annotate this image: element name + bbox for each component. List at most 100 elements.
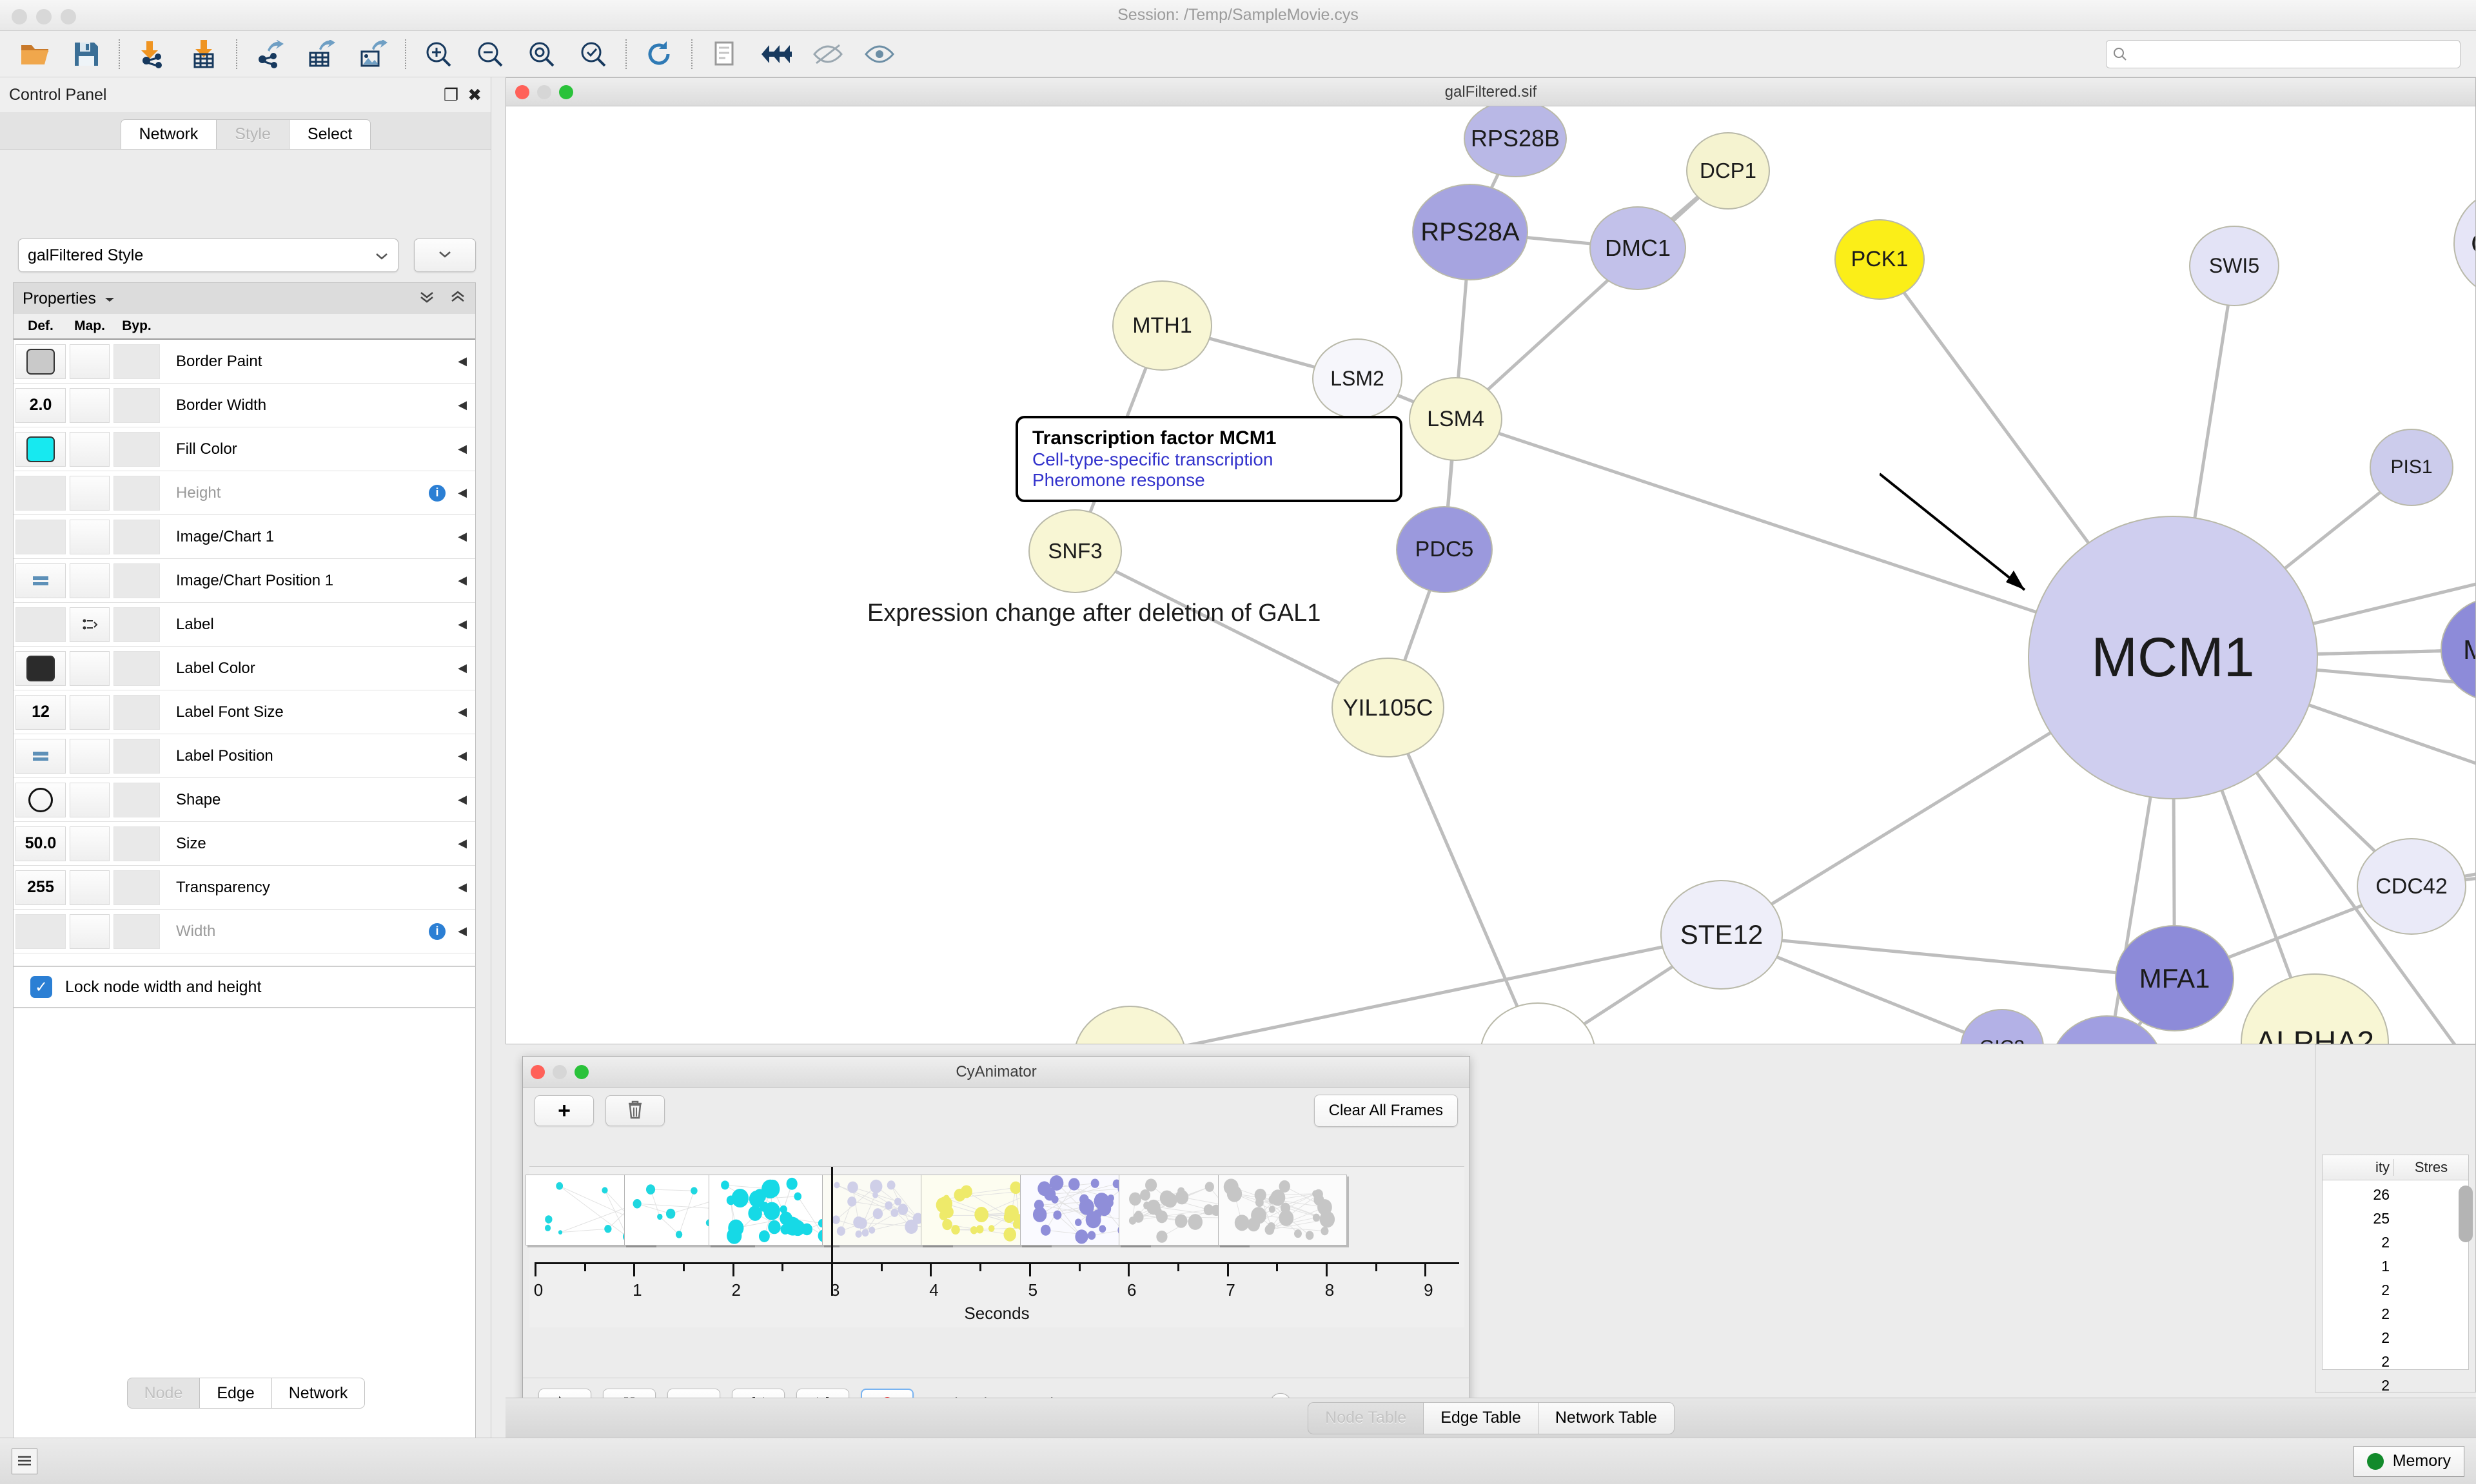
show-all-icon[interactable] (751, 34, 802, 74)
property-bypass-cell[interactable] (113, 738, 160, 774)
tab-select[interactable]: Select (288, 119, 371, 149)
property-row[interactable]: Shape ◀ (14, 778, 475, 822)
frame-thumbnail[interactable] (1217, 1175, 1347, 1245)
hide-selected-icon[interactable] (802, 34, 854, 74)
frames-timeline[interactable]: 0 1 2 3 4 5 6 7 8 9 Seconds (526, 1166, 1464, 1327)
color-swatch[interactable] (26, 348, 55, 375)
export-table-icon[interactable] (295, 34, 347, 74)
expand-property-icon[interactable]: ◀ (458, 705, 467, 718)
property-default-cell[interactable] (15, 738, 66, 774)
property-mapping-cell[interactable] (70, 344, 110, 379)
expand-property-icon[interactable]: ◀ (458, 442, 467, 455)
network-node[interactable]: LSM2 (1312, 338, 1402, 419)
network-node[interactable]: PDC5 (1396, 506, 1493, 593)
window-traffic-lights[interactable] (12, 9, 76, 24)
property-bypass-cell[interactable] (113, 387, 160, 423)
expand-property-icon[interactable]: ◀ (458, 574, 467, 587)
column-header-betweenness[interactable]: ity (2375, 1159, 2390, 1175)
export-image-icon[interactable] (347, 34, 398, 74)
properties-menu-icon[interactable] (104, 289, 115, 308)
property-bypass-cell[interactable] (113, 782, 160, 817)
network-canvas[interactable]: RPS28BDCP1RPS28ADMC1PCK1SWI5GAL80GAL11ST… (506, 106, 2475, 1044)
color-swatch[interactable] (26, 655, 55, 681)
property-default-cell[interactable]: 12 (15, 694, 66, 730)
table-cell[interactable]: 2 (2381, 1234, 2390, 1251)
property-row[interactable]: 50.0 Size ◀ (14, 822, 475, 866)
expand-property-icon[interactable]: ◀ (458, 881, 467, 893)
tab-network[interactable]: Network (120, 119, 217, 149)
property-default-cell[interactable] (15, 431, 66, 467)
expand-property-icon[interactable]: ◀ (458, 661, 467, 674)
property-row[interactable]: 2.0 Border Width ◀ (14, 384, 475, 427)
property-row[interactable]: Height i ◀ (14, 471, 475, 515)
property-mapping-cell[interactable] (70, 519, 110, 554)
network-node[interactable]: CDC42 (2357, 838, 2466, 935)
minimize-window-button[interactable] (36, 9, 52, 24)
property-mapping-cell[interactable] (70, 650, 110, 686)
table-body[interactable]: 26 25 2 1 2 2 2 2 2 (2322, 1180, 2469, 1394)
property-bypass-cell[interactable] (113, 607, 160, 642)
expand-property-icon[interactable]: ◀ (458, 749, 467, 762)
property-row[interactable]: Label ◀ (14, 603, 475, 647)
network-node[interactable]: PCK1 (1834, 219, 1925, 300)
property-default-cell[interactable] (15, 913, 66, 949)
property-row[interactable]: Label Position ◀ (14, 734, 475, 778)
property-row[interactable]: Label Color ◀ (14, 647, 475, 690)
property-default-cell[interactable] (15, 607, 66, 642)
export-network-icon[interactable] (244, 34, 295, 74)
expand-all-icon[interactable] (449, 289, 466, 308)
info-icon[interactable]: i (429, 923, 446, 940)
expand-property-icon[interactable]: ◀ (458, 486, 467, 499)
network-node[interactable]: RPS28A (1412, 184, 1528, 280)
bottom-tab-edge[interactable]: Edge (199, 1378, 272, 1409)
table-cell[interactable]: 2 (2381, 1329, 2390, 1346)
property-mapping-cell[interactable] (70, 431, 110, 467)
zoom-out-icon[interactable] (464, 34, 516, 74)
import-network-icon[interactable] (126, 34, 178, 74)
fit-network-icon[interactable] (516, 34, 567, 74)
network-maximize-button[interactable] (559, 85, 573, 99)
table-cell[interactable]: 25 (2373, 1210, 2390, 1227)
property-bypass-cell[interactable] (113, 519, 160, 554)
network-node[interactable]: YIL105C (1331, 658, 1444, 757)
property-default-cell[interactable] (15, 563, 66, 598)
bottom-tab-node[interactable]: Node (126, 1378, 201, 1409)
expand-property-icon[interactable]: ◀ (458, 618, 467, 630)
property-mapping-cell[interactable] (70, 738, 110, 774)
property-mapping-cell[interactable] (70, 563, 110, 598)
bottom-tab-network[interactable]: Network (271, 1378, 366, 1409)
table-cell[interactable]: 2 (2381, 1377, 2390, 1394)
network-node[interactable]: RPS28B (1464, 106, 1567, 177)
network-traffic-lights[interactable] (515, 85, 573, 99)
property-default-cell[interactable]: 50.0 (15, 826, 66, 861)
lock-node-checkbox[interactable]: ✓ (30, 976, 52, 998)
lock-node-size-row[interactable]: ✓ Lock node width and height (13, 966, 476, 1008)
refresh-icon[interactable] (633, 34, 685, 74)
maximize-window-button[interactable] (61, 9, 76, 24)
status-log-icon[interactable] (12, 1448, 37, 1474)
property-row[interactable]: Fill Color ◀ (14, 427, 475, 471)
network-node[interactable]: DMC1 (1589, 206, 1686, 290)
expand-property-icon[interactable]: ◀ (458, 837, 467, 850)
search-field[interactable] (2132, 45, 2453, 63)
import-table-icon[interactable] (178, 34, 230, 74)
property-bypass-cell[interactable] (113, 826, 160, 861)
close-panel-icon[interactable]: ✖ (467, 84, 482, 104)
property-mapping-cell[interactable] (70, 870, 110, 905)
info-icon[interactable]: i (429, 484, 446, 502)
delete-frame-button[interactable] (605, 1095, 665, 1126)
expand-property-icon[interactable]: ◀ (458, 530, 467, 543)
network-close-button[interactable] (515, 85, 529, 99)
property-default-cell[interactable] (15, 519, 66, 554)
property-mapping-cell[interactable] (70, 387, 110, 423)
network-node[interactable]: MTH1 (1112, 280, 1212, 371)
table-cell[interactable]: 1 (2381, 1258, 2390, 1274)
tab-edge-table[interactable]: Edge Table (1423, 1401, 1538, 1434)
cyanimator-close-button[interactable] (531, 1065, 545, 1079)
tab-network-table[interactable]: Network Table (1537, 1401, 1675, 1434)
float-panel-icon[interactable]: ❐ (443, 84, 459, 104)
property-row[interactable]: Image/Chart Position 1 ◀ (14, 559, 475, 603)
zoom-in-icon[interactable] (413, 34, 464, 74)
panel-resize-handle[interactable] (5, 1412, 41, 1438)
property-row[interactable]: Width i ◀ (14, 910, 475, 953)
